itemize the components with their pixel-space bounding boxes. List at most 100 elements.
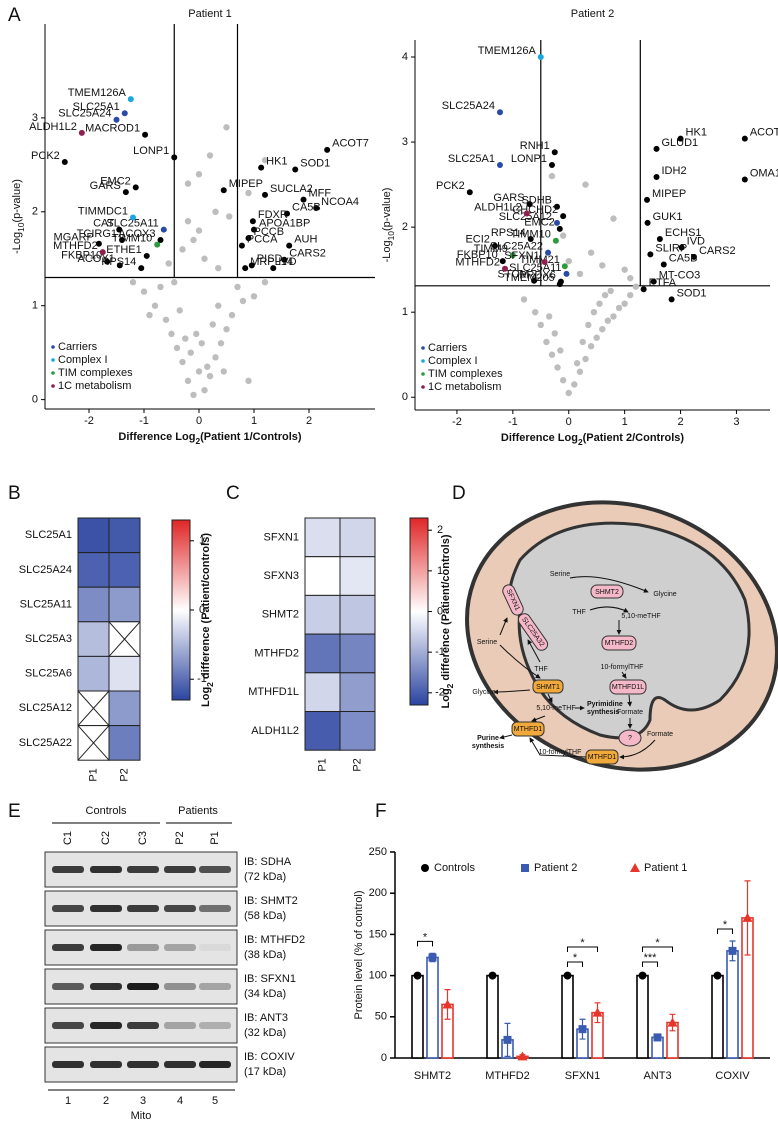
point bbox=[554, 364, 561, 371]
point bbox=[151, 302, 159, 309]
y-tick-label: 0 bbox=[32, 394, 38, 406]
point-label: IDH2 bbox=[662, 165, 687, 177]
significance-label: * bbox=[655, 937, 660, 949]
point-label: IVD bbox=[687, 235, 705, 247]
point-label: GARS bbox=[493, 192, 524, 204]
band bbox=[90, 866, 122, 873]
band bbox=[90, 1022, 122, 1029]
point bbox=[563, 270, 570, 277]
point-label: CARS2 bbox=[289, 248, 326, 260]
lane-number: 4 bbox=[177, 1095, 183, 1107]
lane-number: 5 bbox=[212, 1095, 218, 1107]
lane-label: P1 bbox=[209, 831, 221, 844]
x-tick-label: MTHFD2 bbox=[485, 1070, 530, 1082]
point bbox=[582, 355, 589, 363]
point-label: CHCHD2 bbox=[512, 204, 558, 216]
probe-size: (17 kDa) bbox=[244, 1066, 286, 1078]
x-tick-label: 2 bbox=[677, 416, 683, 428]
band bbox=[199, 1022, 231, 1029]
panel-label: F bbox=[375, 801, 387, 822]
cell bbox=[339, 633, 376, 674]
band bbox=[127, 866, 159, 873]
significance-label: * bbox=[723, 919, 728, 931]
point bbox=[499, 258, 506, 265]
point bbox=[593, 334, 600, 341]
row-label: SLC25A24 bbox=[19, 564, 72, 576]
transporter bbox=[502, 584, 524, 616]
band bbox=[127, 905, 159, 912]
point bbox=[527, 236, 534, 243]
point bbox=[242, 265, 249, 272]
band bbox=[199, 1061, 231, 1068]
point bbox=[531, 277, 538, 284]
point bbox=[610, 313, 617, 320]
bar bbox=[726, 950, 739, 1059]
point bbox=[245, 235, 252, 242]
point bbox=[198, 340, 205, 347]
point bbox=[560, 213, 567, 220]
point bbox=[537, 54, 544, 61]
point bbox=[284, 210, 290, 217]
point bbox=[239, 297, 247, 305]
matrix bbox=[508, 521, 751, 740]
y-tick-label: 3 bbox=[32, 112, 38, 124]
point bbox=[556, 281, 563, 288]
legend-label: Carriers bbox=[58, 341, 98, 353]
x-tick-label: ANT3 bbox=[643, 1070, 671, 1082]
significance-bracket bbox=[567, 961, 583, 967]
point bbox=[582, 181, 589, 188]
point-label: MIPEP bbox=[229, 178, 263, 190]
legend-label: Complex I bbox=[428, 355, 478, 367]
probe-label: IB: COXIV bbox=[244, 1051, 295, 1063]
lane-label: P2 bbox=[174, 831, 186, 844]
point bbox=[621, 266, 628, 273]
y-tick-label: 0 bbox=[381, 1052, 387, 1064]
point bbox=[251, 226, 257, 233]
point-label: TMEM205 bbox=[504, 272, 555, 284]
colorbar-tick-label: 1 bbox=[199, 535, 205, 547]
point-label: FKBP10 bbox=[457, 249, 498, 261]
point-label: MFF bbox=[309, 188, 332, 200]
panel-label: C bbox=[226, 483, 240, 504]
legend-marker bbox=[421, 346, 425, 350]
point-label: RNH1 bbox=[520, 140, 550, 152]
marker bbox=[488, 971, 497, 980]
point bbox=[647, 251, 654, 258]
point bbox=[491, 242, 498, 249]
point bbox=[78, 129, 85, 136]
point bbox=[559, 377, 567, 384]
point bbox=[587, 249, 595, 256]
axis-label: Log2 difference (Patient/controls) bbox=[440, 534, 455, 708]
cell bbox=[339, 594, 376, 635]
colorbar bbox=[409, 517, 429, 706]
cell bbox=[77, 586, 110, 623]
point-label: TIMM10 bbox=[511, 229, 551, 241]
y-tick-label: 2 bbox=[402, 221, 408, 233]
point-label: CAT bbox=[93, 218, 114, 230]
bar bbox=[561, 974, 574, 1059]
point bbox=[215, 302, 222, 309]
point bbox=[95, 240, 102, 247]
point bbox=[677, 135, 684, 142]
point bbox=[551, 149, 558, 156]
point-label: MGARP bbox=[54, 232, 94, 244]
significance-bracket bbox=[417, 940, 433, 947]
x-tick-label: SHMT2 bbox=[414, 1070, 451, 1082]
cell bbox=[108, 725, 141, 761]
arrow bbox=[531, 715, 546, 722]
point bbox=[206, 372, 214, 380]
point bbox=[601, 291, 609, 299]
bar bbox=[426, 956, 439, 1059]
marker bbox=[728, 946, 737, 955]
diagram-label: SHMT2 bbox=[595, 589, 619, 596]
point bbox=[171, 154, 178, 161]
diagram-label: 5,10-meTHF bbox=[621, 613, 660, 620]
point-label: SLIRP bbox=[655, 242, 687, 254]
row-label: SLC25A11 bbox=[20, 598, 72, 610]
marker bbox=[421, 864, 429, 872]
diagram-label: synthesis bbox=[472, 743, 504, 750]
point-label: EMC2 bbox=[524, 217, 555, 229]
point bbox=[195, 368, 203, 375]
probe-size: (58 kDa) bbox=[244, 910, 286, 922]
lane-number: 2 bbox=[103, 1095, 109, 1107]
